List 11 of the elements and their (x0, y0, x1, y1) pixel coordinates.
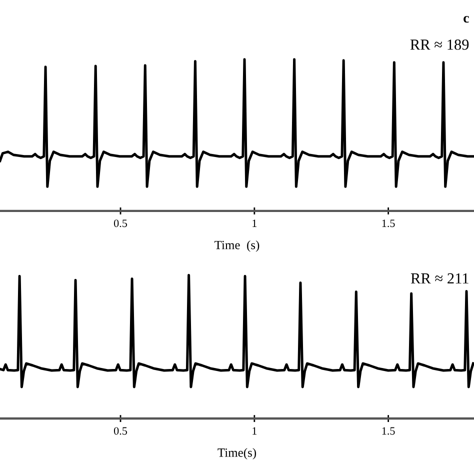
text: c (464, 16, 469, 23)
x-tick-label: 1.5 (382, 220, 395, 228)
x-tick-label: 1 (252, 427, 257, 435)
text: RR ≈ 189 (410, 39, 469, 50)
x-axis-title: Time (s) (214, 240, 260, 252)
x-tick-label: 0.5 (114, 220, 128, 228)
x-axis-title: Time(s) (218, 448, 256, 460)
x-tick-label: 0.5 (114, 427, 128, 435)
annotation: RR ≈ 211 (410, 273, 468, 284)
x-tick-label: 1.5 (382, 427, 395, 435)
x-tick-label: 1 (252, 220, 257, 227)
